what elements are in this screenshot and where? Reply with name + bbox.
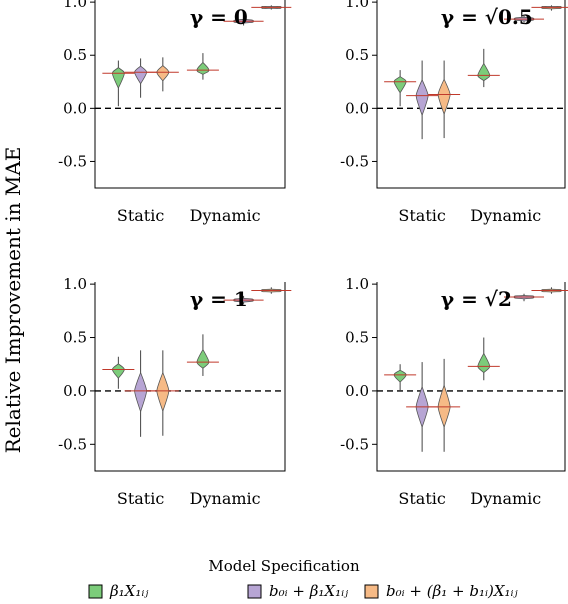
panel-title: γ = 1 [190,287,248,311]
legend-swatch-1 [247,584,262,599]
panel-1: 1.0 0.5 0.0 -0.5 Static Dynamic γ = √0.5 [340,0,568,225]
y-tick-label: 0.5 [63,329,87,347]
legend: Model Specification β₁X₁ᵢⱼ b₀ᵢ + β₁X₁ᵢⱼ … [88,557,518,600]
y-tick-label: 1.0 [63,0,87,11]
violin-dynamic-0 [477,352,491,374]
violin-static-1 [134,65,148,85]
panel-3: 1.0 0.5 0.0 -0.5 Static Dynamic γ = √2 [340,275,568,508]
violin-static-1 [134,371,148,413]
panel-title: γ = 0 [190,5,248,29]
violin-static-2 [437,78,451,116]
y-tick-label: 0.0 [345,99,369,117]
category-label: Dynamic [190,206,261,225]
panel-frame [376,282,566,472]
violin-static-0 [111,67,125,90]
category-label: Dynamic [470,206,541,225]
y-tick-label: 0.0 [63,382,87,400]
y-tick-label: 1.0 [345,0,369,11]
violin-dynamic-0 [196,348,210,369]
legend-label-2: b₀ᵢ + (β₁ + b₁ᵢ)X₁ᵢⱼ [386,582,518,600]
y-tick-label: -0.5 [58,152,87,170]
panel-0: 1.0 0.5 0.0 -0.5 Static Dynamic γ = 0 [58,0,292,225]
y-axis-label: Relative Improvement in MAE [1,147,25,454]
panel-title: γ = √0.5 [441,5,533,29]
violin-dynamic-0 [477,62,491,82]
violin-static-2 [437,384,451,429]
y-tick-label: 1.0 [63,275,87,293]
violin-static-0 [393,76,407,94]
panel-2: 1.0 0.5 0.0 -0.5 Static Dynamic γ = 1 [58,275,292,508]
y-tick-label: 1.0 [345,275,369,293]
y-tick-label: -0.5 [58,435,87,453]
violin-dynamic-0 [196,61,210,75]
legend-swatch-2 [364,584,379,599]
violin-static-2 [156,64,170,82]
legend-label-1: b₀ᵢ + β₁X₁ᵢⱼ [269,582,348,600]
y-tick-label: 0.0 [63,99,87,117]
violin-static-2 [156,371,170,413]
legend-swatch-0 [88,584,103,599]
category-label: Dynamic [470,489,541,508]
legend-label-0: β₁X₁ᵢⱼ [109,582,148,600]
y-tick-label: -0.5 [340,152,369,170]
category-label: Static [398,206,445,225]
violin-static-1 [415,78,429,117]
panel-layer: 1.0 0.5 0.0 -0.5 Static Dynamic γ = 0 1.0 0.5 0.0… [58,0,568,508]
violin-static-0 [393,369,407,383]
category-label: Static [398,489,445,508]
category-label: Static [117,206,164,225]
panel-frame [94,0,286,189]
y-tick-label: 0.5 [345,46,369,64]
y-tick-label: 0.5 [63,46,87,64]
panel-title: γ = √2 [441,287,512,311]
panel-frame [94,282,286,472]
panel-frame [376,0,566,189]
violin-static-0 [111,363,125,379]
y-tick-label: -0.5 [340,435,369,453]
y-tick-label: 0.0 [345,382,369,400]
category-label: Dynamic [190,489,261,508]
y-tick-label: 0.5 [345,329,369,347]
category-label: Static [117,489,164,508]
legend-title: Model Specification [208,557,360,575]
